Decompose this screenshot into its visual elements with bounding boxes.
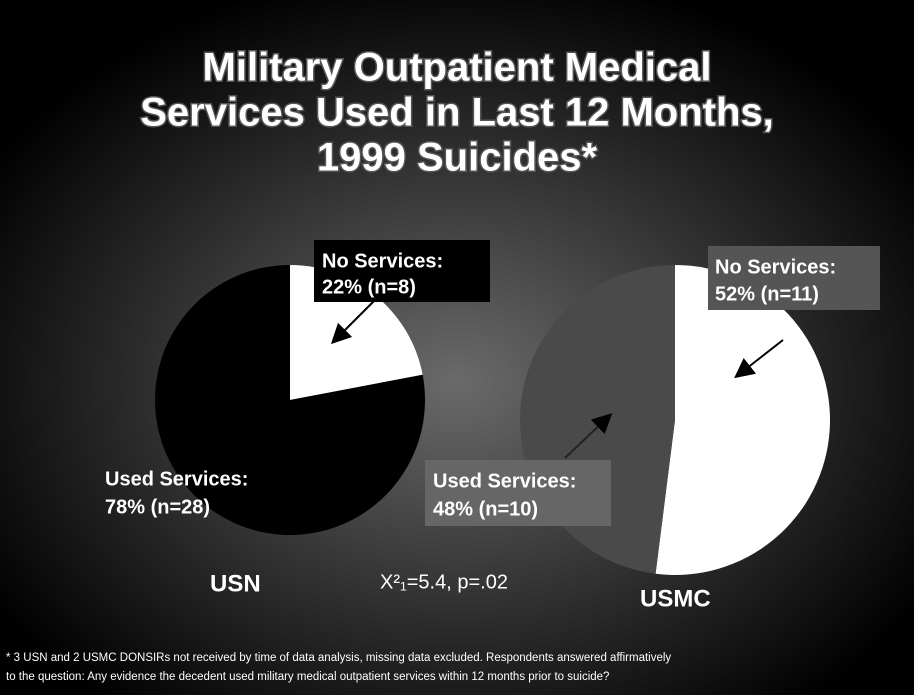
footnote: to the question: Any evidence the decede… (6, 671, 609, 683)
statistic: X²₁=5.4, p=.02 (380, 571, 508, 593)
slice-category: No Services: (322, 250, 443, 272)
chart-title: USN (210, 570, 261, 597)
slice-value-label: 48% (n=10) (433, 498, 538, 520)
slice-value-label: 78% (n=28) (105, 496, 210, 518)
slice-value-label: 52% (n=11) (715, 283, 819, 305)
chart-title: USMC (640, 585, 711, 612)
title-line: Services Used in Last 12 Months, (140, 91, 774, 135)
slice-category: Used Services: (105, 468, 248, 490)
slice-value-label: 22% (n=8) (322, 276, 416, 298)
slide: Military Outpatient Medical Services Use… (0, 0, 914, 695)
footnote: * 3 USN and 2 USMC DONSIRs not received … (6, 652, 671, 664)
slice-category: Used Services: (433, 470, 576, 492)
title-line: 1999 Suicides* (317, 136, 598, 180)
slice-category: No Services: (715, 256, 836, 278)
title-line: Military Outpatient Medical (203, 46, 712, 90)
